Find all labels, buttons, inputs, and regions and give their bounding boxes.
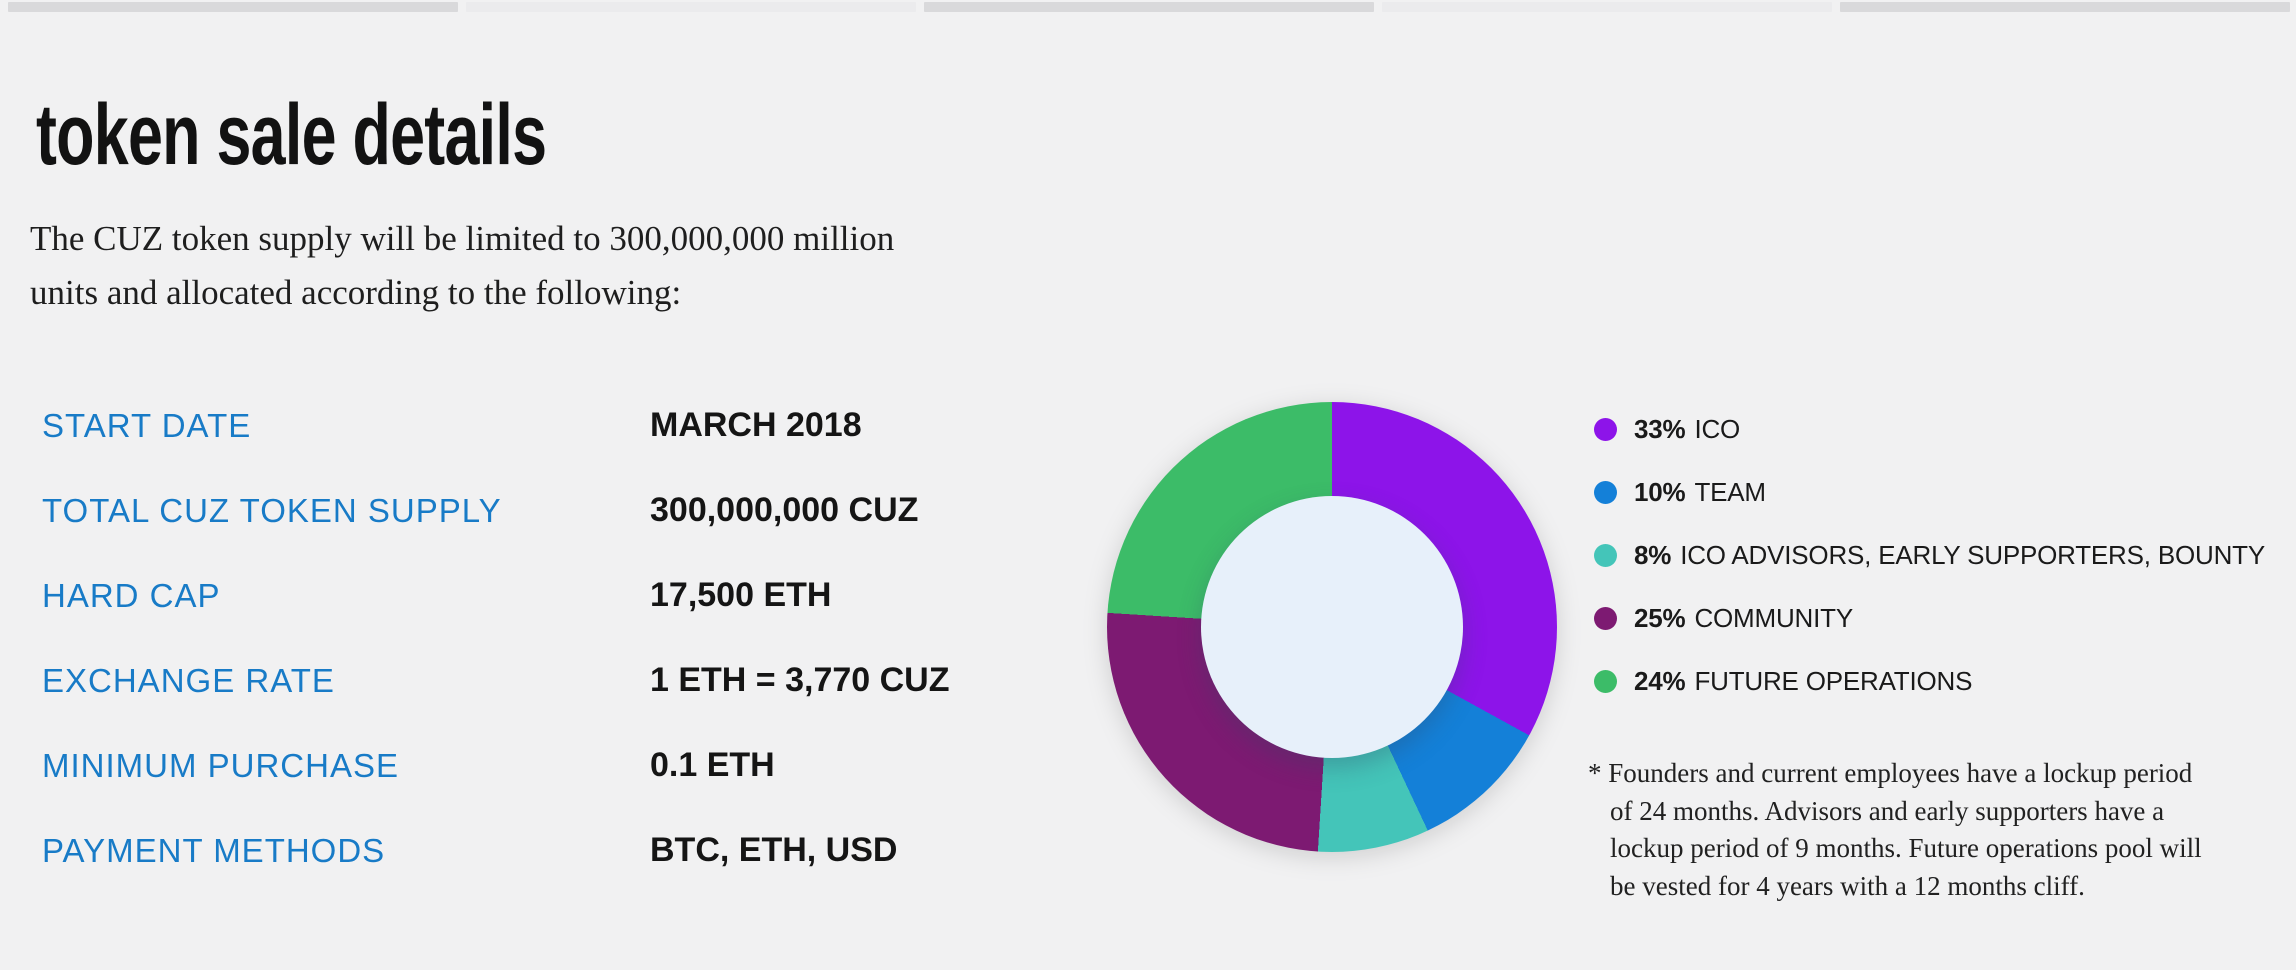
lockup-footnote: * Founders and current employees have a … — [1588, 755, 2278, 905]
chart-legend: 33% ICO 10% TEAM 8% ICO ADVISORS, EARLY SUP… — [1594, 398, 2265, 713]
legend-item: 24% FUTURE OPERATIONS — [1594, 666, 2265, 697]
legend-label: 10% TEAM — [1634, 477, 1766, 507]
legend-dot — [1594, 544, 1617, 567]
detail-value: 300,000,000 CUZ — [650, 491, 919, 529]
intro-line: units and allocated according to the fol… — [30, 273, 682, 313]
carousel-segment[interactable] — [8, 2, 458, 12]
detail-label: MINIMUM PURCHASE — [42, 746, 400, 784]
intro-paragraph: The CUZ token supply will be limited to … — [30, 212, 894, 321]
carousel-progress-bar — [8, 2, 2290, 12]
page-title: token sale details — [36, 87, 547, 183]
detail-label: PAYMENT METHODS — [42, 831, 386, 869]
legend-dot — [1594, 418, 1617, 441]
detail-value: MARCH 2018 — [650, 406, 862, 444]
legend-item: 33% ICO — [1594, 414, 2265, 445]
legend-dot — [1594, 670, 1617, 693]
donut-hole — [1201, 496, 1463, 758]
details-table: START DATE MARCH 2018 TOTAL CUZ TOKEN SU… — [42, 383, 950, 893]
legend-label: 24% FUTURE OPERATIONS — [1634, 666, 1973, 696]
legend-label: 8% ICO ADVISORS, EARLY SUPPORTERS, BOUNTY — [1634, 540, 2265, 570]
detail-value: 1 ETH = 3,770 CUZ — [650, 661, 950, 699]
detail-label: EXCHANGE RATE — [42, 661, 335, 699]
legend-item: 8% ICO ADVISORS, EARLY SUPPORTERS, BOUNTY — [1594, 540, 2265, 571]
footnote-line: * Founders and current employees have a … — [1588, 758, 2193, 788]
footnote-line: be vested for 4 years with a 12 months c… — [1610, 870, 2085, 901]
detail-label: HARD CAP — [42, 576, 221, 614]
footnote-line: lockup period of 9 months. Future operat… — [1610, 833, 2202, 864]
detail-value: BTC, ETH, USD — [650, 831, 898, 869]
token-allocation-donut-chart — [1107, 402, 1557, 852]
legend-dot — [1594, 481, 1617, 504]
detail-value: 17,500 ETH — [650, 576, 832, 614]
carousel-segment[interactable] — [1840, 2, 2290, 12]
legend-item: 10% TEAM — [1594, 477, 2265, 508]
carousel-segment[interactable] — [924, 2, 1374, 12]
legend-dot — [1594, 607, 1617, 630]
legend-label: 25% COMMUNITY — [1634, 603, 1853, 633]
detail-value: 0.1 ETH — [650, 746, 775, 784]
footnote-line: of 24 months. Advisors and early support… — [1610, 795, 2165, 826]
detail-label: TOTAL CUZ TOKEN SUPPLY — [42, 491, 502, 529]
intro-line: The CUZ token supply will be limited to … — [30, 219, 895, 258]
legend-item: 25% COMMUNITY — [1594, 603, 2265, 634]
legend-label: 33% ICO — [1634, 414, 1741, 444]
carousel-segment[interactable] — [466, 2, 916, 12]
carousel-segment[interactable] — [1382, 2, 1832, 12]
detail-label: START DATE — [42, 406, 252, 444]
